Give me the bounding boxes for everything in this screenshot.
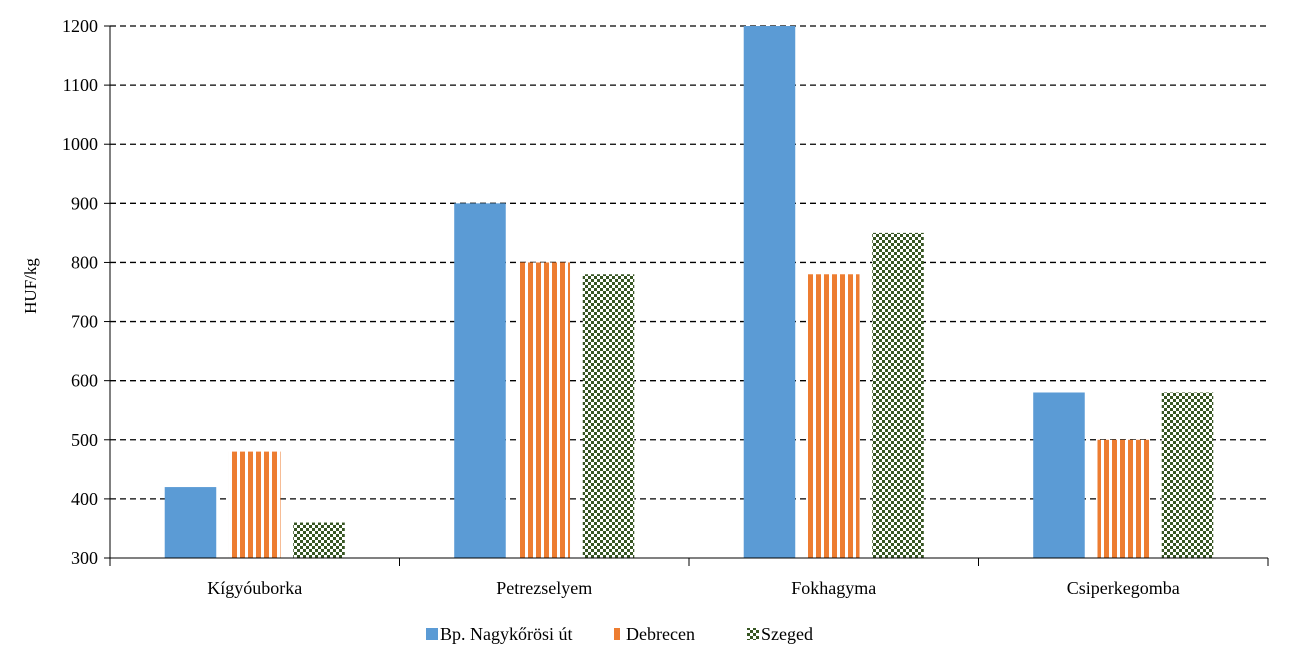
y-tick-label: 1200 [62, 16, 98, 36]
bar-solid-2 [743, 26, 796, 558]
y-tick-label: 700 [71, 312, 98, 332]
x-tick-label: Csiperkegomba [1067, 578, 1180, 598]
y-axis-label: HUF/kg [21, 258, 40, 314]
y-tick-label: 400 [71, 489, 98, 509]
bars [164, 26, 1214, 559]
y-tick-label: 500 [71, 430, 98, 450]
bar-vertical-stripes-3 [1097, 439, 1150, 558]
tick-labels: 300 400 500 600 700 800 900 1000 1100 1200 Kígyóub… [62, 16, 1180, 598]
bar-vertical-stripes-1 [518, 262, 571, 558]
bar-checkerboard-3 [1161, 392, 1214, 558]
x-tick-label: Petrezselyem [496, 578, 592, 598]
y-tick-label: 1100 [63, 75, 98, 95]
gridlines [110, 25, 1268, 500]
bar-vertical-stripes-0 [228, 451, 281, 558]
bar-solid-3 [1033, 392, 1085, 558]
legend-swatch [614, 628, 620, 640]
y-tick-label: 300 [71, 548, 98, 568]
bar-checkerboard-0 [293, 522, 345, 558]
legend: Bp. Nagykőrösi út Debrecen Szeged [426, 624, 813, 644]
bar-vertical-stripes-2 [807, 274, 860, 558]
legend-label: Szeged [761, 624, 813, 644]
bar-checkerboard-2 [872, 232, 924, 558]
legend-swatch [426, 628, 438, 640]
bar-solid-0 [164, 487, 217, 558]
y-tick-label: 800 [71, 252, 98, 272]
bar-checkerboard-1 [582, 274, 635, 558]
x-tick-label: Kígyóuborka [207, 578, 302, 598]
legend-swatch [747, 628, 759, 640]
legend-label: Bp. Nagykőrösi út [440, 624, 573, 644]
bar-solid-1 [454, 203, 506, 559]
y-tick-label: 900 [71, 193, 98, 213]
y-tick-label: 1000 [62, 134, 98, 154]
legend-label: Debrecen [626, 624, 695, 644]
y-tick-label: 600 [71, 371, 98, 391]
x-tick-label: Fokhagyma [791, 578, 876, 598]
axes [104, 25, 1269, 566]
